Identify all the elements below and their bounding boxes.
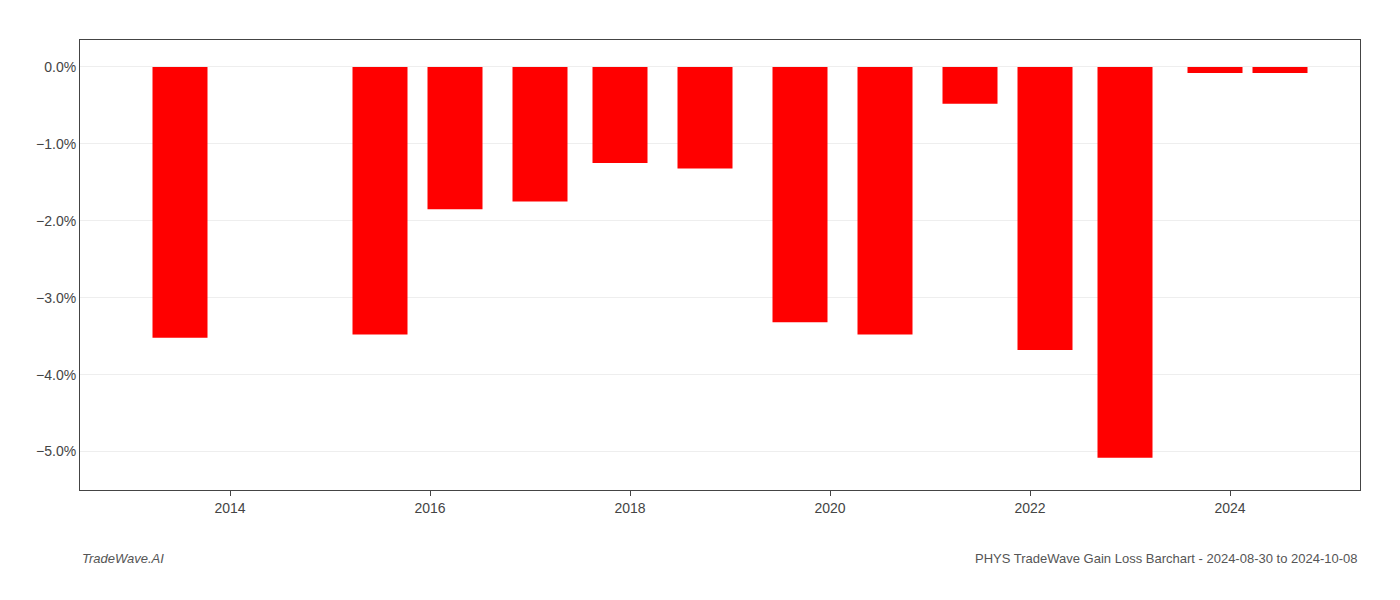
svg-text:2022: 2022 <box>1014 500 1045 516</box>
svg-text:PHYS TradeWave Gain Loss Barch: PHYS TradeWave Gain Loss Barchart - 2024… <box>975 551 1358 566</box>
svg-text:−1.0%: −1.0% <box>36 136 76 152</box>
svg-text:2016: 2016 <box>414 500 445 516</box>
svg-text:2014: 2014 <box>214 500 245 516</box>
svg-text:−3.0%: −3.0% <box>36 290 76 306</box>
svg-text:2018: 2018 <box>614 500 645 516</box>
svg-text:TradeWave.AI: TradeWave.AI <box>82 551 164 566</box>
svg-text:−5.0%: −5.0% <box>36 443 76 459</box>
svg-text:0.0%: 0.0% <box>44 59 76 75</box>
svg-text:2020: 2020 <box>814 500 845 516</box>
svg-text:−2.0%: −2.0% <box>36 213 76 229</box>
svg-text:2024: 2024 <box>1214 500 1245 516</box>
svg-text:−4.0%: −4.0% <box>36 367 76 383</box>
